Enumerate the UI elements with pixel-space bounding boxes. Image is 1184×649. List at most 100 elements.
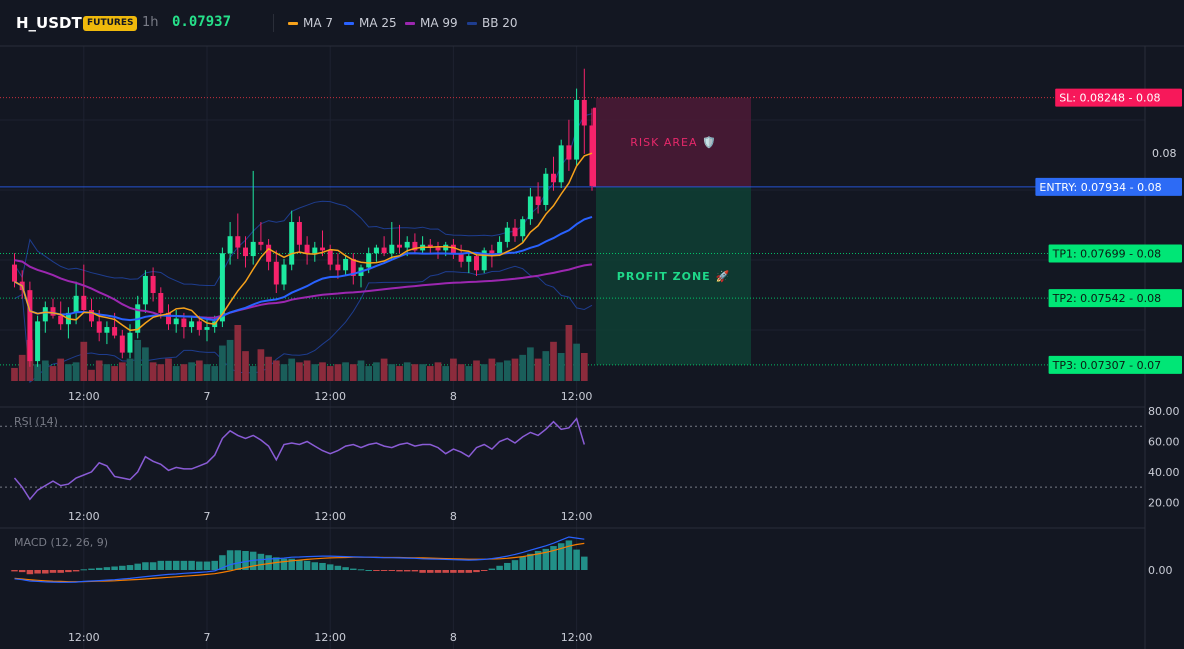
x-tick-rsi-3: 8 — [450, 510, 457, 523]
macd-hist-bar — [357, 569, 365, 571]
macd-hist-bar — [265, 555, 272, 570]
macd-label: MACD (12, 26, 9) — [14, 536, 108, 549]
volume-bar — [319, 362, 326, 381]
macd-hist-bar — [557, 543, 565, 570]
macd-hist-bar — [442, 570, 449, 573]
x-tick-main-4: 12:00 — [561, 390, 593, 403]
x-tick-main-0: 12:00 — [68, 390, 100, 403]
legend-bb20[interactable]: BB 20 — [467, 16, 518, 30]
volume-bar — [126, 358, 134, 381]
macd-hist-bar — [234, 550, 242, 570]
candle-body — [474, 256, 479, 271]
legend-ma7[interactable]: MA 7 — [288, 16, 333, 30]
x-tick-rsi-2: 12:00 — [314, 510, 346, 523]
volume-bar — [434, 362, 442, 381]
volume-bar — [165, 358, 172, 381]
volume-bar — [296, 362, 303, 381]
macd-hist-bar — [149, 562, 157, 570]
macd-hist-bar — [511, 560, 519, 570]
level-label-tp2: TP2: 0.07542 - 0.08 — [1052, 292, 1162, 305]
profit-zone-box — [596, 186, 751, 365]
moving-averages — [14, 152, 593, 332]
macd-hist-bar — [273, 557, 280, 570]
volume-bar — [18, 354, 26, 381]
candle-body — [73, 295, 79, 313]
volume-bar — [450, 358, 457, 381]
macd-hist-bar — [157, 560, 165, 570]
volume-bar — [95, 360, 103, 381]
macd-hist-bar — [203, 561, 211, 570]
macd-hist-bar — [134, 563, 141, 570]
volume-bar — [188, 362, 195, 381]
volume-bar — [403, 362, 411, 381]
macd-hist-bar — [581, 556, 588, 570]
volume-bar — [249, 366, 257, 381]
macd-hist-bar — [373, 570, 380, 571]
x-tick-macd-3: 8 — [450, 631, 457, 644]
volume-bar — [272, 360, 280, 381]
macd-hist-bar — [334, 565, 342, 570]
macd-hist-bar — [303, 560, 311, 570]
rsi-label: RSI (14) — [14, 415, 58, 428]
candle-body — [350, 258, 356, 276]
candle-body — [412, 241, 418, 251]
macd-hist-bar — [80, 569, 88, 571]
volume-bar — [311, 364, 319, 381]
candle-body — [520, 219, 526, 237]
candle-body — [481, 250, 487, 271]
x-tick-rsi-4: 12:00 — [561, 510, 593, 523]
candle-body — [296, 222, 302, 245]
x-tick-macd-0: 12:00 — [68, 631, 100, 644]
macd-hist-bar — [72, 570, 80, 572]
x-tick-macd-2: 12:00 — [314, 631, 346, 644]
volume-bar — [211, 366, 219, 381]
candle-body — [196, 321, 202, 330]
rsi-tick-3: 20.00 — [1148, 496, 1180, 509]
candle-body — [558, 145, 564, 183]
chart-header: H_USDT FUTURES 1h 0.07937 MA 7 MA 25 MA … — [0, 0, 1184, 46]
macd-hist-bar — [427, 570, 434, 573]
legend-ma99[interactable]: MA 99 — [405, 16, 458, 30]
volume-bar — [80, 341, 88, 381]
volume-bar — [134, 339, 142, 381]
volume-bar — [542, 351, 550, 381]
volume-bar — [65, 364, 72, 381]
macd-hist-bar — [226, 550, 234, 570]
macd-hist-bar — [473, 570, 480, 573]
candle-body — [566, 145, 572, 160]
level-label-bg-tp1 — [1048, 244, 1182, 263]
macd-hist-bar — [480, 570, 488, 571]
candle-body — [235, 236, 241, 248]
x-tick-macd-1: 7 — [204, 631, 211, 644]
candle-body — [335, 264, 341, 271]
axes: 0.08 12:00 7 12:00 8 12:00 12:00 7 12:00 8 12:00 12… — [68, 147, 1177, 644]
macd-hist-bar — [550, 546, 557, 570]
macd-hist-bar — [34, 570, 41, 574]
rsi-tick-0: 80.00 — [1148, 405, 1180, 418]
candle-body — [258, 241, 264, 245]
volume-bar — [349, 364, 357, 381]
legend-ma25[interactable]: MA 25 — [344, 16, 397, 30]
macd-hist-bar — [496, 565, 503, 570]
macd-hist-bar — [242, 550, 249, 570]
macd-hist-bar — [519, 556, 526, 570]
macd-hist-bar — [311, 562, 319, 570]
candle-body — [543, 173, 549, 205]
macd-pane: MACD (12, 26, 9) 0.00 — [11, 536, 1173, 583]
volume-bars — [11, 325, 588, 381]
volume-bar — [88, 369, 95, 381]
candle-body — [27, 290, 33, 362]
volume-bar — [411, 364, 419, 381]
macd-hist-bar — [534, 550, 542, 570]
candle-body — [181, 318, 187, 328]
candle-body — [581, 99, 587, 126]
candle-body — [373, 247, 379, 254]
candle-body — [504, 227, 510, 242]
interval-label[interactable]: 1h — [142, 15, 159, 30]
symbol-name[interactable]: H_USDT — [16, 14, 82, 32]
last-price: 0.07937 — [172, 14, 232, 30]
volume-bar — [41, 360, 49, 381]
macd-hist-bar — [573, 549, 580, 570]
volume-bar — [503, 360, 511, 381]
